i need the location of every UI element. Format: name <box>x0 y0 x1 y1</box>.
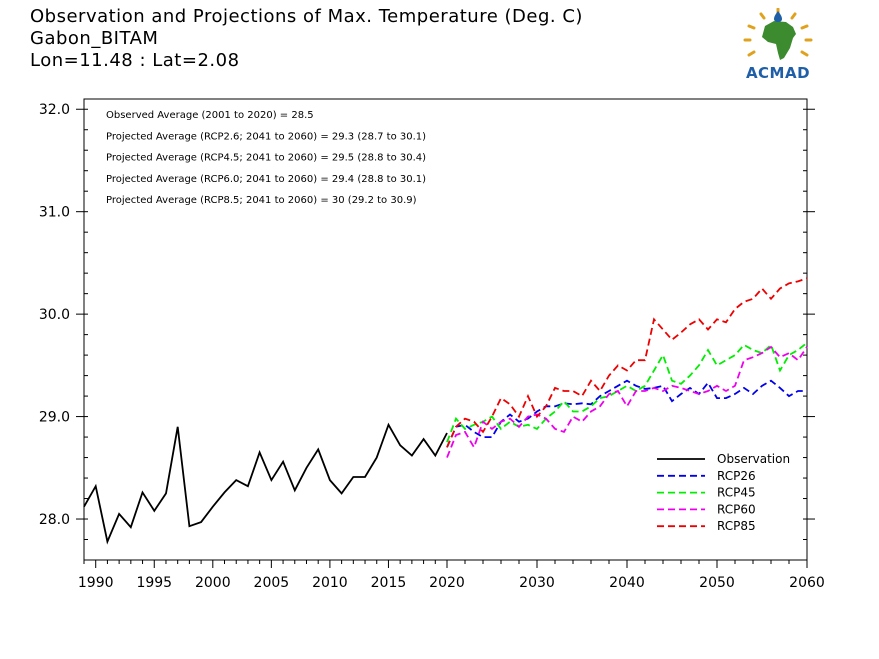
x-tick-label: 2040 <box>609 575 645 591</box>
x-tick-label: 1995 <box>136 575 172 591</box>
legend-label-rcp45: RCP45 <box>717 486 756 500</box>
average-annotation: Observed Average (2001 to 2020) = 28.5 <box>106 110 314 121</box>
average-annotation: Projected Average (RCP4.5; 2041 to 2060)… <box>106 153 426 164</box>
logo-text: ACMAD <box>745 64 811 82</box>
y-tick-label: 31.0 <box>39 205 70 221</box>
legend-label-rcp85: RCP85 <box>717 519 756 533</box>
legend-label-rcp26: RCP26 <box>717 469 756 483</box>
x-tick-label: 2060 <box>789 575 825 591</box>
x-tick-label: 2005 <box>254 575 290 591</box>
series-line-rcp26 <box>446 379 807 448</box>
average-annotation: Projected Average (RCP6.0; 2041 to 2060)… <box>106 174 426 185</box>
average-annotation: Projected Average (RCP2.6; 2041 to 2060)… <box>106 131 426 142</box>
series-line-rcp45 <box>446 342 808 443</box>
location-name: Gabon_BITAM <box>30 28 159 49</box>
legend-label-rcp60: RCP60 <box>717 502 756 516</box>
africa-sun-logo-icon <box>743 7 813 60</box>
x-tick-label: 2010 <box>312 575 348 591</box>
y-tick-label: 32.0 <box>39 102 70 118</box>
series-line-rcp60 <box>446 345 808 458</box>
y-tick-label: 29.0 <box>39 410 70 426</box>
x-tick-label: 2000 <box>195 575 231 591</box>
x-tick-label: 2020 <box>429 575 465 591</box>
series-line-rcp85 <box>446 277 808 448</box>
coordinates: Lon=11.48 : Lat=2.08 <box>30 50 240 71</box>
x-tick-label: 2015 <box>371 575 407 591</box>
chart-title: Observation and Projections of Max. Temp… <box>30 6 583 27</box>
y-tick-label: 28.0 <box>39 512 70 528</box>
x-tick-label: 2050 <box>699 575 735 591</box>
x-tick-label: 2030 <box>519 575 555 591</box>
plot-frame <box>83 98 808 561</box>
x-tick-label: 1990 <box>78 575 114 591</box>
legend-label-observation: Observation <box>717 452 790 466</box>
series-line-observation <box>83 422 448 545</box>
title-block: Observation and Projections of Max. Temp… <box>30 6 583 72</box>
acmad-logo: ACMAD <box>738 7 818 84</box>
y-tick-label: 30.0 <box>39 307 70 323</box>
average-annotation: Projected Average (RCP8.5; 2041 to 2060)… <box>106 195 417 206</box>
